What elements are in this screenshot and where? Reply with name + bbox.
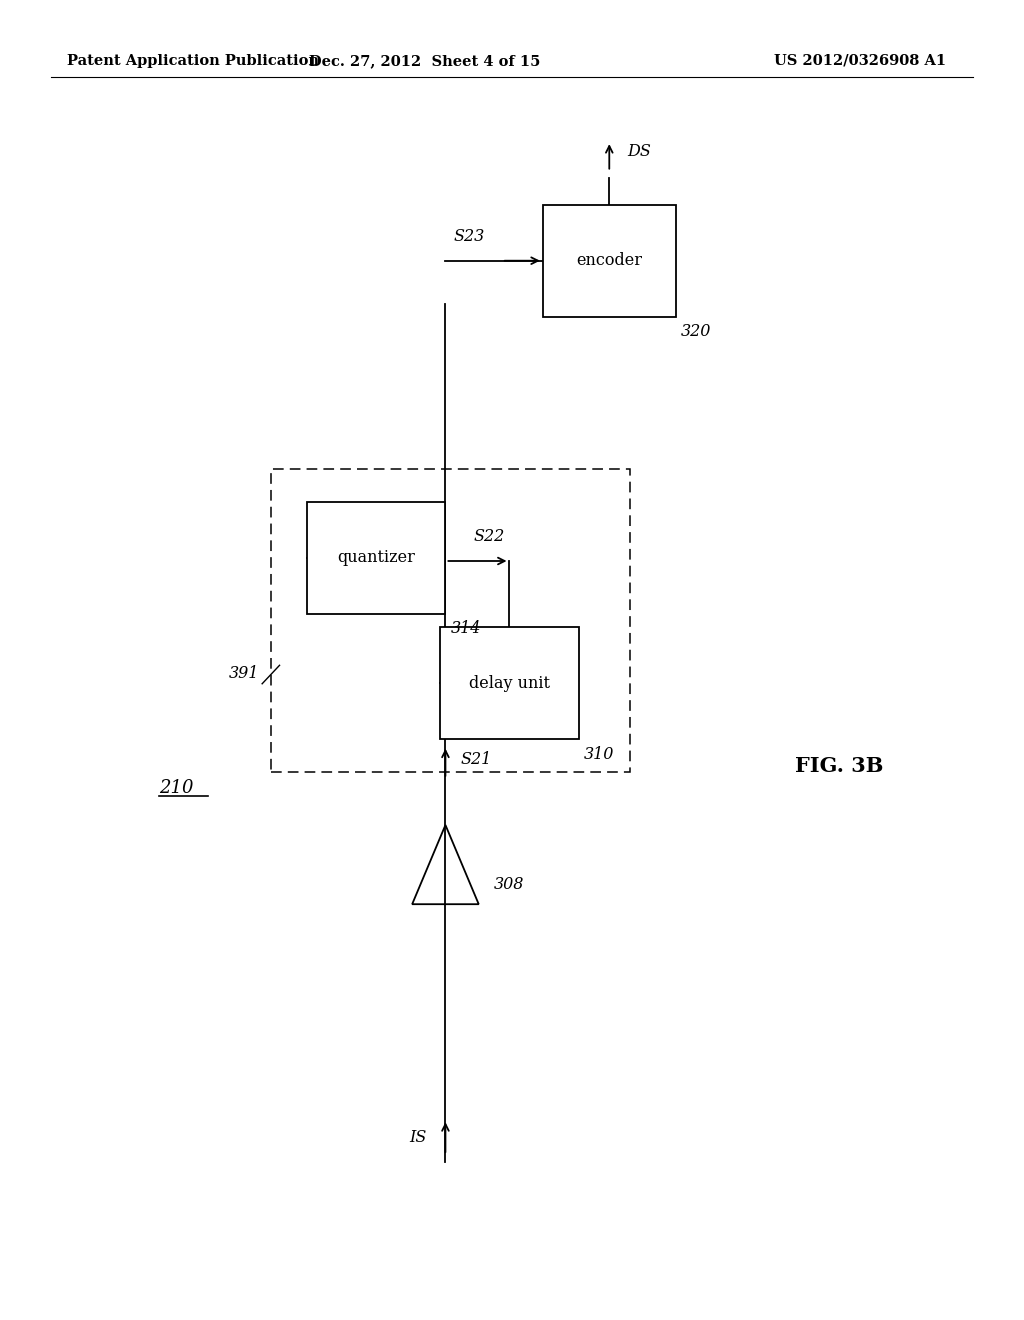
Text: US 2012/0326908 A1: US 2012/0326908 A1 — [774, 54, 946, 67]
Text: S23: S23 — [454, 228, 485, 244]
Text: Patent Application Publication: Patent Application Publication — [67, 54, 318, 67]
Text: 314: 314 — [451, 620, 481, 638]
Text: 320: 320 — [681, 323, 712, 341]
Text: 310: 310 — [584, 746, 614, 763]
Text: encoder: encoder — [577, 252, 642, 269]
Text: 308: 308 — [495, 876, 524, 892]
Text: 210: 210 — [159, 779, 194, 797]
Text: FIG. 3B: FIG. 3B — [796, 755, 884, 776]
Text: quantizer: quantizer — [337, 549, 416, 566]
Bar — [440, 627, 579, 739]
Bar — [307, 502, 445, 614]
Text: S21: S21 — [461, 751, 493, 768]
Bar — [543, 205, 676, 317]
Text: 391: 391 — [228, 665, 259, 681]
Text: S22: S22 — [473, 528, 504, 545]
Text: delay unit: delay unit — [469, 675, 550, 692]
Text: DS: DS — [628, 144, 651, 160]
Text: Dec. 27, 2012  Sheet 4 of 15: Dec. 27, 2012 Sheet 4 of 15 — [309, 54, 541, 67]
Bar — [271, 469, 630, 772]
Text: IS: IS — [410, 1130, 427, 1146]
